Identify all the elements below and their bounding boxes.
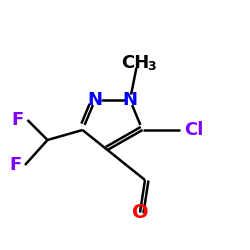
Text: N: N	[88, 91, 102, 109]
Text: CH: CH	[121, 54, 149, 72]
Text: Cl: Cl	[184, 121, 203, 139]
Text: F: F	[9, 156, 21, 174]
Text: O: O	[132, 203, 148, 222]
Text: N: N	[122, 91, 138, 109]
Text: 3: 3	[147, 60, 156, 73]
Text: F: F	[12, 111, 24, 129]
